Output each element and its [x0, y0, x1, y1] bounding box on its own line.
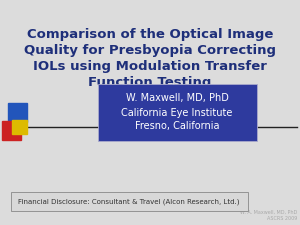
Text: Comparison of the Optical Image
Quality for Presbyopia Correcting
IOLs using Mod: Comparison of the Optical Image Quality … [24, 28, 276, 89]
Text: Financial Disclosure: Consultant & Travel (Alcon Research, Ltd.): Financial Disclosure: Consultant & Trave… [18, 198, 240, 205]
FancyBboxPatch shape [98, 84, 256, 141]
Bar [8, 103, 27, 122]
Text: W. A. Maxwell, MD, PhD
ASCRS 2009: W. A. Maxwell, MD, PhD ASCRS 2009 [240, 209, 297, 220]
Bar [2, 121, 21, 140]
FancyBboxPatch shape [11, 192, 247, 211]
Bar [12, 120, 27, 134]
Text: W. Maxwell, MD, PhD
California Eye Institute
Fresno, California: W. Maxwell, MD, PhD California Eye Insti… [121, 94, 233, 131]
